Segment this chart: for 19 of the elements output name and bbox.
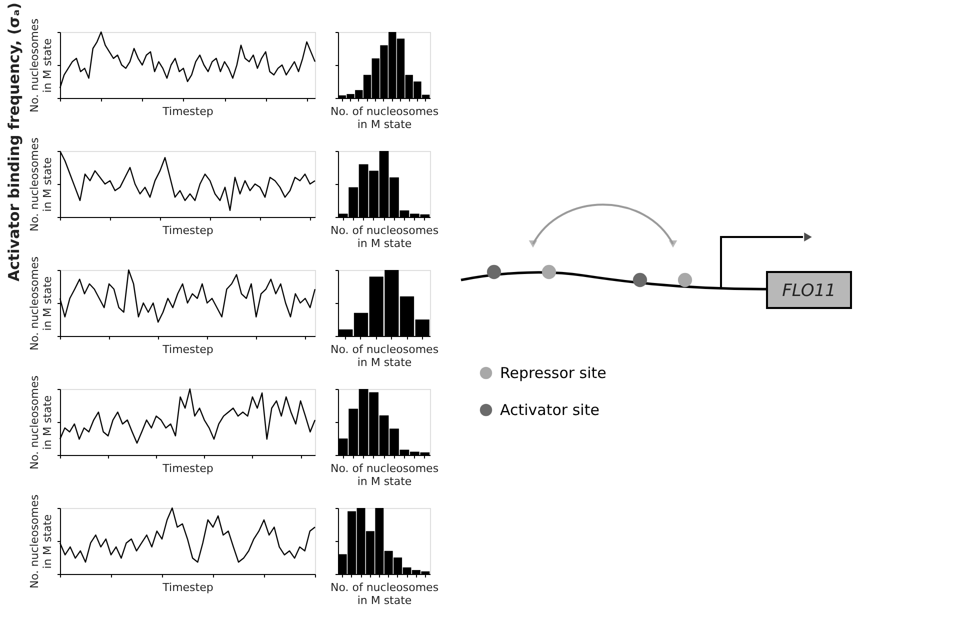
x-axis-title: No. of nucleosomes in M state [330,224,439,250]
x-axis-title: No. of nucleosomes in M state [330,343,439,369]
text: Activator binding frequency, (σₐ) [5,2,23,282]
x-axis-title: Timestep [162,105,214,118]
x-axis-title: Timestep [162,581,214,594]
x-axis-title: Timestep [162,224,214,237]
x-axis-title: No. of nucleosomes in M state [330,462,439,488]
y-axis-title: No. nucleosomes in M state [28,137,54,232]
x-axis-title: Timestep [162,462,214,475]
x-axis-title: No. of nucleosomes in M state [330,105,439,131]
x-axis-title: Timestep [162,343,214,356]
text: FLO11 [782,281,836,301]
y-axis-title: No. nucleosomes in M state [28,375,54,470]
y-axis-title: No. nucleosomes in M state [28,18,54,112]
category-label: Repressor site [500,364,606,382]
x-axis-title: No. of nucleosomes in M state [330,581,439,607]
category-label: Activator site [500,401,600,419]
y-axis-title: No. nucleosomes in M state [28,494,54,588]
y-axis-title: No. nucleosomes in M state [28,256,54,350]
